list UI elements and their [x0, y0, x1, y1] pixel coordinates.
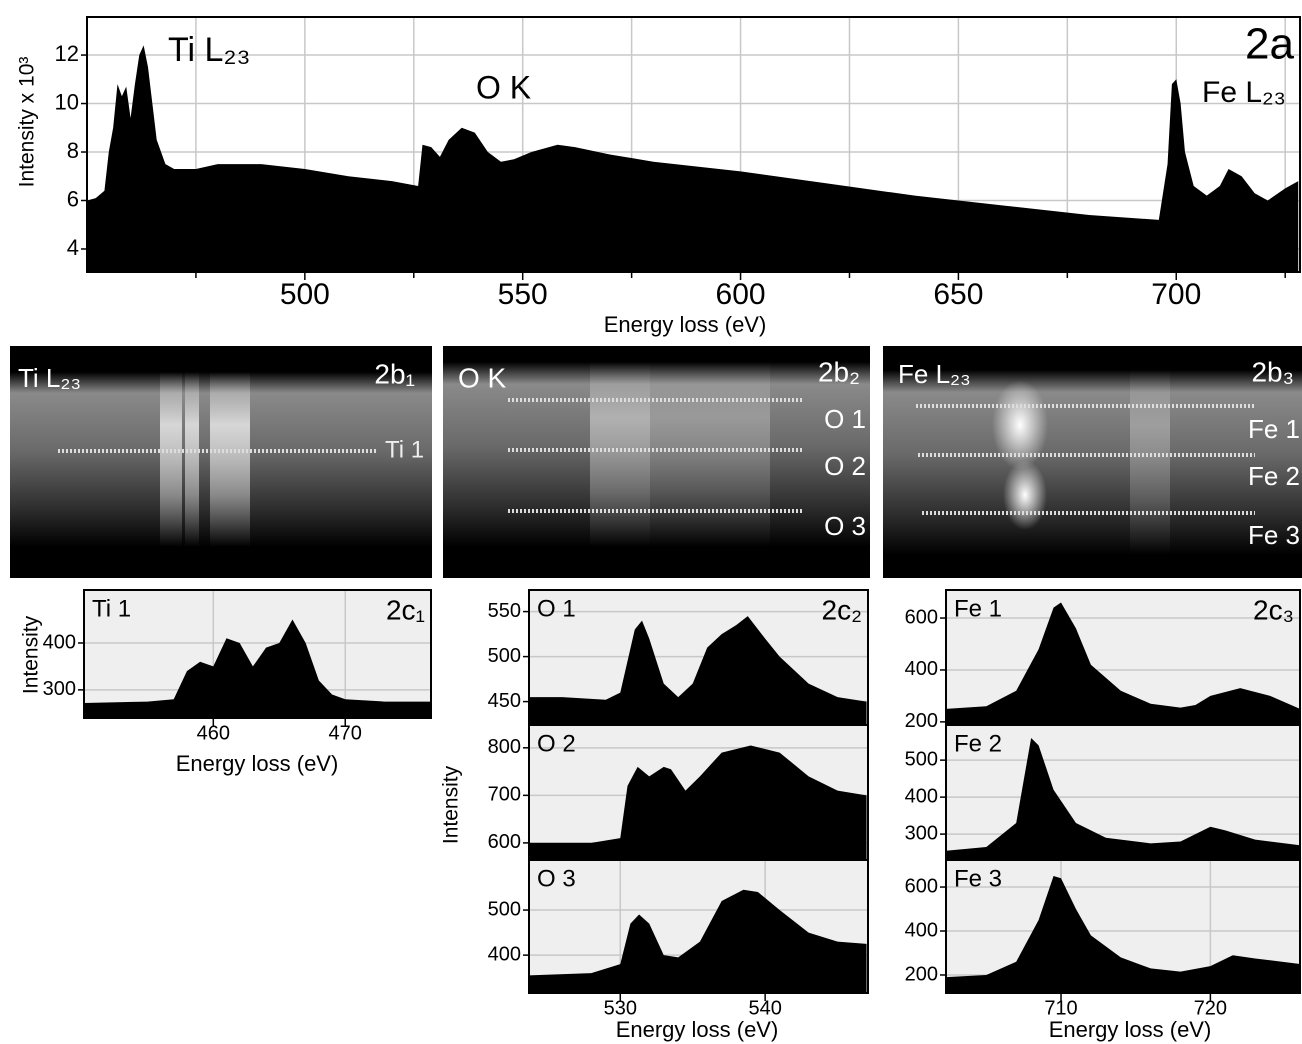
y-tick-label: 500: [905, 748, 938, 770]
y-axis-label: Intensity: [440, 765, 463, 844]
spectrum-area: [529, 745, 867, 860]
plot-frame: [945, 859, 1301, 994]
image-title: Fe L₂₃: [898, 359, 971, 389]
plot-frame: [83, 589, 432, 719]
plot-frame: [86, 16, 1301, 273]
x-tick-label: 540: [748, 997, 781, 1019]
y-tick-label: 400: [43, 631, 76, 653]
y-tick-label: 600: [488, 831, 521, 853]
y-axis-label: Intensity x 10³: [16, 57, 39, 188]
line-label: Ti 1: [385, 436, 424, 463]
line-label: Fe 1: [1248, 414, 1300, 444]
y-tick-label: 500: [488, 645, 521, 667]
line-label: O 2: [824, 451, 866, 481]
x-tick-label: 550: [498, 278, 548, 311]
spectrum-area: [84, 619, 431, 718]
y-tick-label: 600: [905, 606, 938, 628]
image-label: 2b₁: [374, 358, 415, 389]
x-tick-label: 600: [716, 278, 766, 311]
y-tick-label: 800: [488, 736, 521, 758]
panel-title: Fe 1: [954, 595, 1002, 622]
line-label: Fe 2: [1248, 461, 1300, 491]
panel-label: 2a: [1245, 20, 1294, 69]
panel-title: Fe 3: [954, 865, 1002, 892]
y-tick-label: 500: [488, 898, 521, 920]
panel-title: O 1: [537, 595, 576, 622]
y-tick-label: 200: [905, 963, 938, 985]
line-label: O 3: [824, 511, 866, 541]
spectrum-area: [529, 616, 867, 725]
panel-title: Fe 2: [954, 730, 1002, 757]
y-tick-label: 400: [488, 943, 521, 965]
image-title: O K: [458, 362, 507, 393]
image-label: 2b₂: [818, 356, 860, 387]
y-tick-label: 700: [488, 784, 521, 806]
y-tick-label: 400: [905, 658, 938, 680]
panel-title: Ti 1: [92, 595, 131, 622]
x-tick-label: 650: [933, 278, 983, 311]
y-tick-label: 450: [488, 690, 521, 712]
y-tick-label: 8: [67, 138, 79, 163]
y-tick-label: 550: [488, 600, 521, 622]
x-axis-label: Energy loss (eV): [604, 312, 767, 337]
y-tick-label: 400: [905, 785, 938, 807]
x-tick-label: 700: [1151, 278, 1201, 311]
line-label: Fe 3: [1248, 520, 1300, 550]
x-tick-label: 470: [329, 722, 362, 744]
y-tick-label: 200: [905, 710, 938, 732]
y-tick-label: 600: [905, 875, 938, 897]
panel-title: O 3: [537, 865, 576, 892]
x-tick-label: 710: [1044, 997, 1077, 1019]
image-panel-fe: [883, 346, 1302, 578]
line-label: O 1: [824, 404, 866, 434]
annotation: O K: [476, 69, 531, 105]
panel-label: 2c₁: [386, 594, 425, 625]
y-tick-label: 4: [67, 235, 79, 260]
annotation: Ti L₂₃: [168, 31, 250, 69]
image-title: Ti L₂₃: [18, 363, 81, 393]
plot-frame: [528, 859, 869, 994]
y-tick-label: 6: [67, 186, 79, 211]
spectrum-area: [529, 889, 867, 993]
y-axis-label: Intensity: [20, 615, 43, 694]
x-axis-label: Energy loss (eV): [616, 1017, 779, 1042]
x-axis-label: Energy loss (eV): [1049, 1017, 1212, 1042]
x-tick-label: 530: [604, 997, 637, 1019]
image-panel-ti: [10, 346, 432, 578]
y-tick-label: 400: [905, 919, 938, 941]
image-panel-o: [443, 346, 870, 578]
y-tick-label: 12: [55, 41, 79, 66]
annotation: Fe L₂₃: [1202, 76, 1286, 109]
spectrum-area: [946, 737, 1300, 860]
panel-label: 2c₃: [1253, 594, 1294, 625]
spectrum-area: [87, 45, 1299, 272]
spectrum-area: [946, 602, 1300, 725]
panel-label: 2c₂: [822, 594, 862, 625]
x-tick-label: 460: [197, 722, 230, 744]
y-tick-label: 10: [55, 89, 79, 114]
y-tick-label: 300: [43, 678, 76, 700]
spectrum-area: [946, 876, 1300, 993]
image-label: 2b₃: [1251, 356, 1294, 387]
panel-title: O 2: [537, 730, 576, 757]
x-axis-label: Energy loss (eV): [176, 751, 339, 776]
x-tick-label: 500: [280, 278, 330, 311]
y-tick-label: 300: [905, 822, 938, 844]
x-tick-label: 720: [1194, 997, 1227, 1019]
